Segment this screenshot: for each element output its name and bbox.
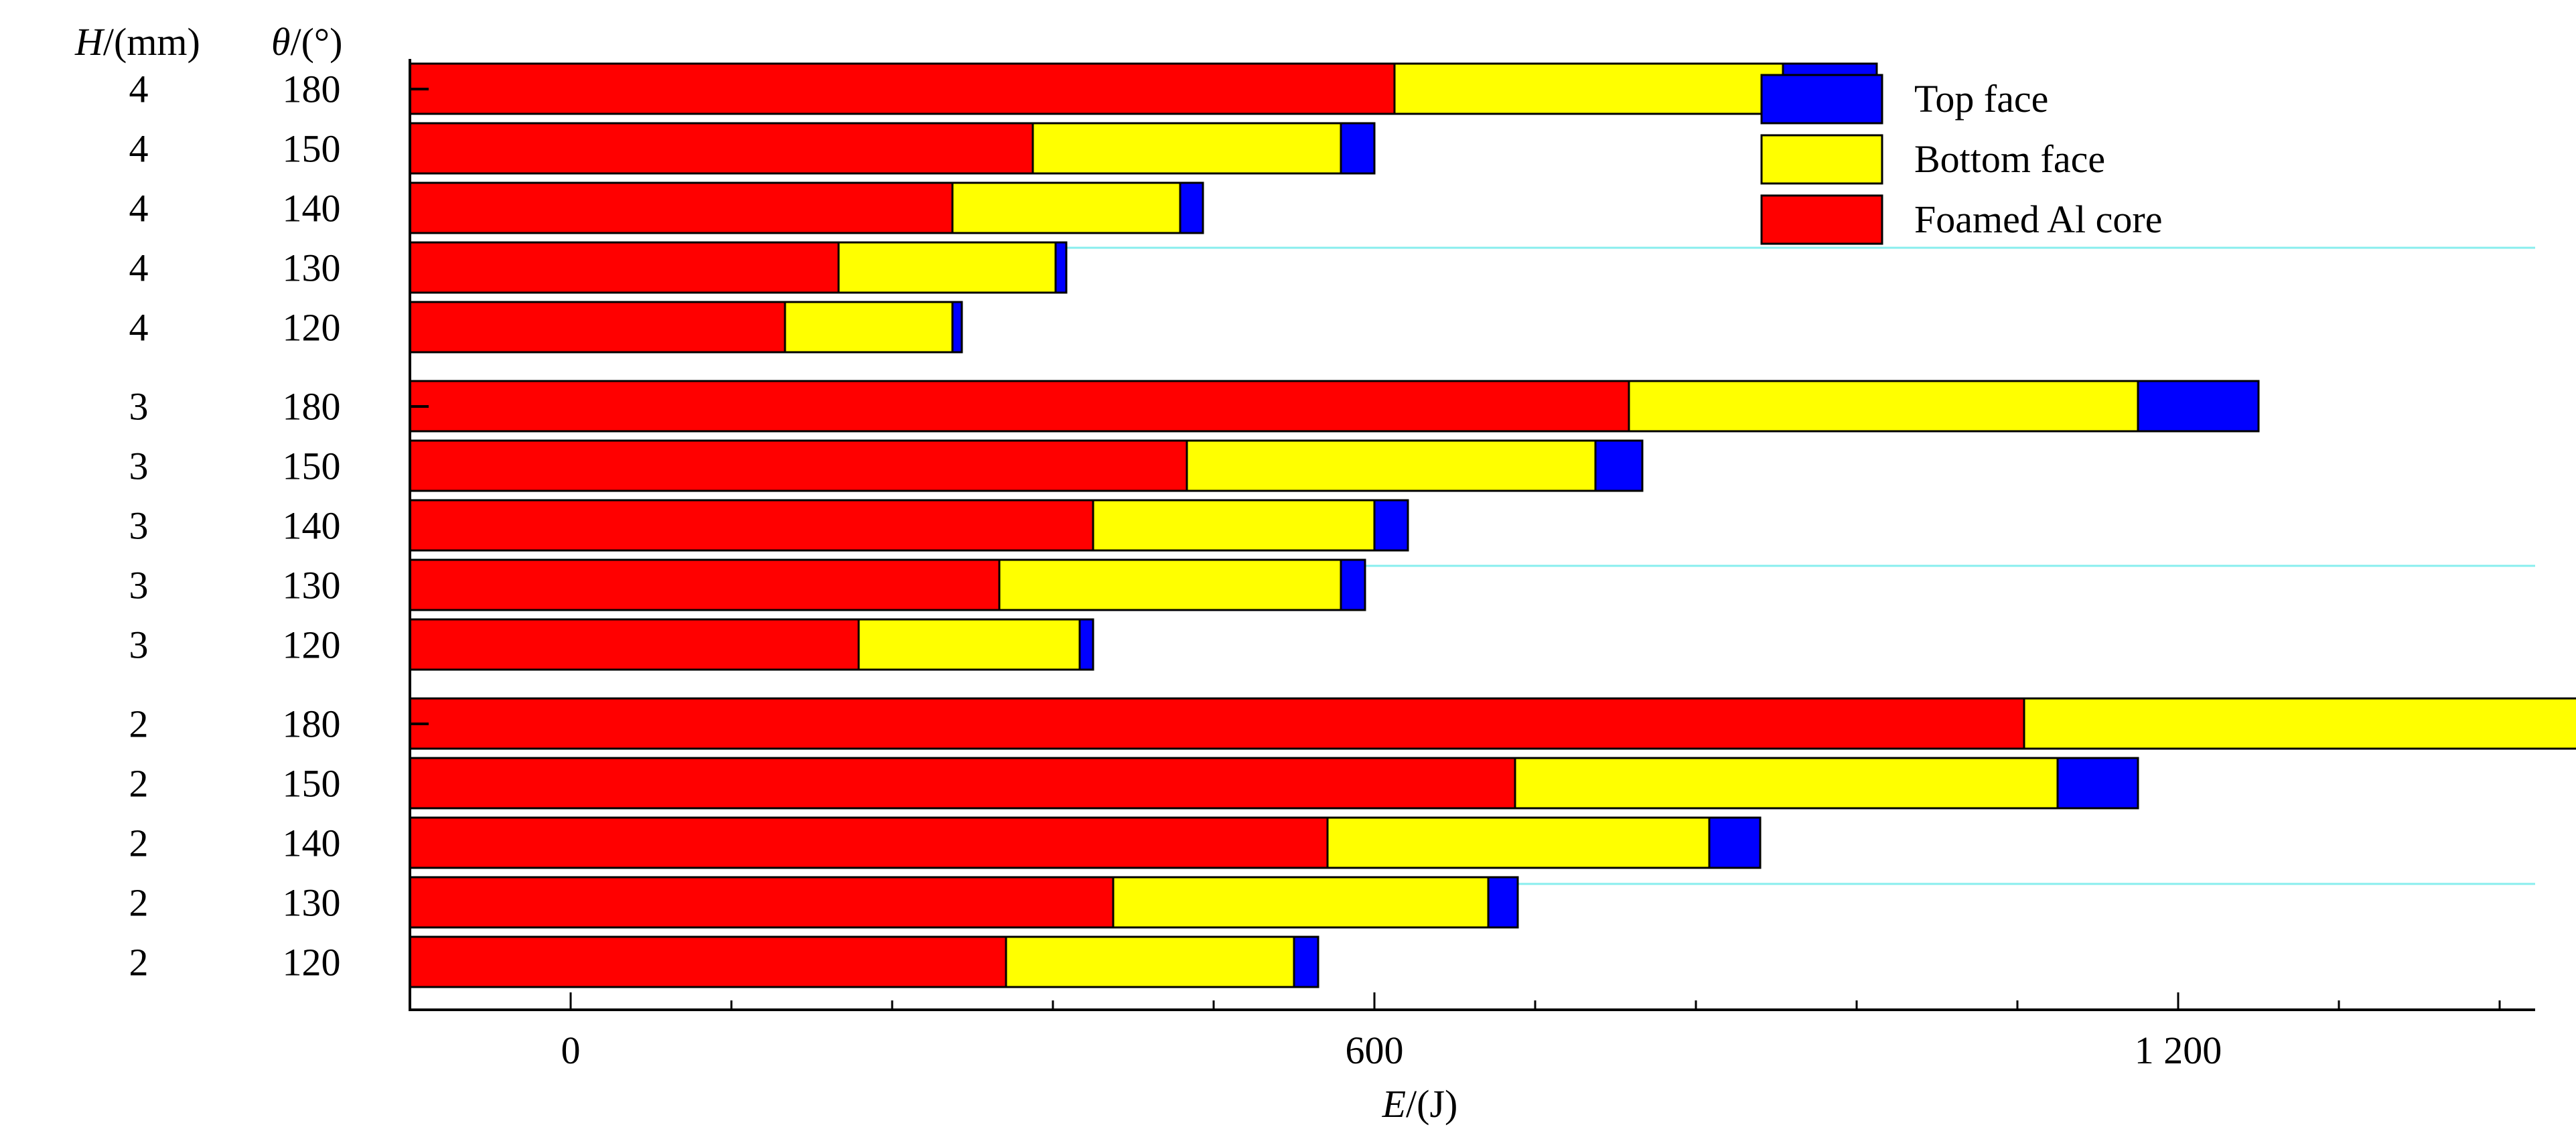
row-labels-group: 4 180 4 150 4 140 4 130 4 120 3 180 3 150 3 140 3 130 3 120… xyxy=(129,68,341,984)
legend-swatch-core xyxy=(1760,194,1883,245)
bar-segment-foamed-al-core xyxy=(409,122,1034,175)
bar-segment-foamed-al-core xyxy=(409,876,1115,929)
bar-segment-top-face xyxy=(1708,816,1762,869)
row-label-height: 4 xyxy=(129,246,149,290)
bar-segment-bottom-face xyxy=(1514,757,2059,810)
row-label-angle: 150 xyxy=(283,762,341,806)
row-label-angle: 140 xyxy=(283,187,341,230)
x-axis-title: E/(J) xyxy=(1382,1082,1458,1126)
row-label-height: 4 xyxy=(129,127,149,171)
row-label-height: 3 xyxy=(129,623,149,667)
x-tick-label: 0 xyxy=(561,1029,581,1072)
row-label-angle: 140 xyxy=(283,822,341,865)
row-label-angle: 150 xyxy=(283,445,341,488)
row-label-angle: 120 xyxy=(283,306,341,350)
bar-segment-foamed-al-core xyxy=(409,935,1007,988)
bar-segment-bottom-face xyxy=(2023,697,2576,750)
legend-label-top: Top face xyxy=(1914,77,2048,121)
x-tick-label: 1 200 xyxy=(2135,1029,2222,1072)
bar-segment-bottom-face xyxy=(784,301,954,354)
row-label-angle: 120 xyxy=(283,623,341,667)
column-header-angle: θ/(°) xyxy=(271,20,342,64)
column-header-height: H/(mm) xyxy=(74,20,200,64)
bar-segment-foamed-al-core xyxy=(409,241,840,294)
bar-segment-top-face xyxy=(1078,618,1094,671)
bar-segment-foamed-al-core xyxy=(409,181,954,234)
bar-segment-bottom-face xyxy=(1326,816,1711,869)
bar-segment-top-face xyxy=(2056,757,2139,810)
bar-segment-foamed-al-core xyxy=(409,499,1094,552)
bar-segment-top-face xyxy=(1340,558,1366,611)
bar-segment-top-face xyxy=(1373,499,1409,552)
row-label-height: 2 xyxy=(129,702,149,746)
row-label-angle: 150 xyxy=(283,127,341,171)
legend: Top face Bottom face Foamed Al core xyxy=(1760,74,2162,245)
row-label-height: 3 xyxy=(129,564,149,607)
row-label-height: 2 xyxy=(129,881,149,925)
bars-group xyxy=(409,62,2576,988)
x-tick-label: 600 xyxy=(1346,1029,1404,1072)
bar-segment-foamed-al-core xyxy=(409,439,1188,492)
bar-segment-top-face xyxy=(1179,181,1204,234)
bar-segment-top-face xyxy=(1340,122,1376,175)
row-label-angle: 180 xyxy=(283,68,341,111)
row-label-angle: 130 xyxy=(283,246,341,290)
bar-segment-top-face xyxy=(951,301,963,354)
bar-segment-bottom-face xyxy=(857,618,1081,671)
bar-segment-top-face xyxy=(1054,241,1068,294)
row-label-height: 4 xyxy=(129,187,149,230)
bar-segment-bottom-face xyxy=(1031,122,1342,175)
bar-segment-bottom-face xyxy=(1393,62,1784,115)
row-label-height: 2 xyxy=(129,941,149,984)
bar-segment-bottom-face xyxy=(837,241,1057,294)
row-label-angle: 180 xyxy=(283,385,341,429)
row-label-height: 4 xyxy=(129,306,149,350)
bar-segment-top-face xyxy=(1487,876,1519,929)
bar-segment-bottom-face xyxy=(1628,380,2139,433)
row-label-height: 4 xyxy=(129,68,149,111)
row-label-height: 3 xyxy=(129,504,149,548)
legend-swatch-bottom xyxy=(1760,134,1883,185)
bar-segment-foamed-al-core xyxy=(409,757,1516,810)
bar-segment-foamed-al-core xyxy=(409,816,1329,869)
bar-segment-bottom-face xyxy=(998,558,1342,611)
bar-segment-foamed-al-core xyxy=(409,62,1396,115)
bar-segment-top-face xyxy=(1293,935,1319,988)
row-label-angle: 130 xyxy=(283,564,341,607)
row-label-height: 2 xyxy=(129,762,149,806)
row-label-angle: 180 xyxy=(283,702,341,746)
bar-segment-foamed-al-core xyxy=(409,697,2025,750)
bar-segment-bottom-face xyxy=(1005,935,1295,988)
bar-segment-top-face xyxy=(2137,380,2260,433)
row-label-height: 2 xyxy=(129,822,149,865)
bar-segment-foamed-al-core xyxy=(409,558,1001,611)
legend-label-bottom: Bottom face xyxy=(1914,137,2105,181)
row-label-angle: 140 xyxy=(283,504,341,548)
row-label-height: 3 xyxy=(129,445,149,488)
bar-segment-top-face xyxy=(1594,439,1644,492)
bar-segment-bottom-face xyxy=(1092,499,1376,552)
bar-segment-bottom-face xyxy=(1186,439,1597,492)
legend-label-core: Foamed Al core xyxy=(1914,198,2162,241)
legend-swatch-top xyxy=(1760,74,1883,125)
bar-segment-foamed-al-core xyxy=(409,301,786,354)
row-label-angle: 130 xyxy=(283,881,341,925)
bar-segment-bottom-face xyxy=(951,181,1182,234)
row-label-height: 3 xyxy=(129,385,149,429)
bar-segment-bottom-face xyxy=(1112,876,1490,929)
row-label-angle: 120 xyxy=(283,941,341,984)
bar-segment-foamed-al-core xyxy=(409,618,860,671)
bar-segment-foamed-al-core xyxy=(409,380,1630,433)
